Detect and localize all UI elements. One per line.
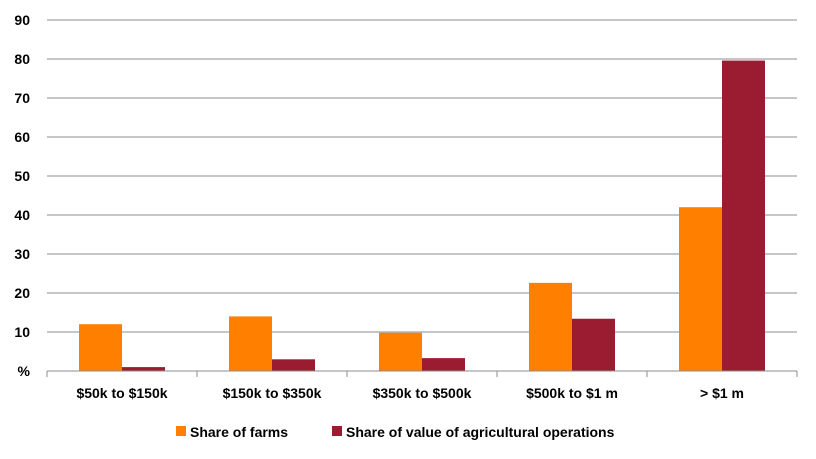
bar-series-0-cat-2 bbox=[379, 332, 422, 371]
legend-swatch-0 bbox=[176, 426, 186, 436]
y-tick-label: 10 bbox=[14, 324, 30, 340]
y-tick-label: 30 bbox=[14, 246, 30, 262]
bar-series-0-cat-1 bbox=[229, 316, 272, 371]
bar-series-0-cat-0 bbox=[79, 324, 122, 371]
y-tick-label: 90 bbox=[14, 12, 30, 28]
gridlines bbox=[47, 19, 797, 333]
y-tick-label: 40 bbox=[14, 207, 30, 223]
legend-swatch-1 bbox=[332, 426, 342, 436]
x-axis: $50k to $150k $150k to $350k $350k to $500… bbox=[46, 370, 798, 401]
bars bbox=[79, 60, 765, 372]
bar-series-0-cat-4 bbox=[679, 207, 722, 371]
y-axis-ticks: % 10 20 30 40 50 60 70 80 90 bbox=[14, 12, 30, 379]
x-tick-label: $150k to $350k bbox=[223, 385, 322, 401]
legend-label-1: Share of value of agricultural operation… bbox=[346, 424, 615, 440]
y-tick-label: 60 bbox=[14, 129, 30, 145]
legend-label-0: Share of farms bbox=[190, 424, 288, 440]
y-tick-label: 20 bbox=[14, 285, 30, 301]
y-tick-label: 70 bbox=[14, 90, 30, 106]
bar-series-1-cat-0 bbox=[122, 367, 165, 371]
y-tick-label: 50 bbox=[14, 168, 30, 184]
x-tick-label: > $1 m bbox=[700, 385, 744, 401]
bar-series-1-cat-2 bbox=[422, 358, 465, 371]
x-tick-label: $50k to $150k bbox=[76, 385, 167, 401]
x-tick-label: $350k to $500k bbox=[373, 385, 472, 401]
bar-series-1-cat-4 bbox=[722, 60, 765, 372]
bar-series-1-cat-1 bbox=[272, 359, 315, 371]
bar-series-1-cat-3 bbox=[572, 318, 615, 371]
y-tick-label: 80 bbox=[14, 51, 30, 67]
x-tick-label: $500k to $1 m bbox=[526, 385, 618, 401]
y-tick-label-0: % bbox=[18, 363, 31, 379]
legend: Share of farms Share of value of agricult… bbox=[176, 424, 615, 440]
bar-series-0-cat-3 bbox=[529, 282, 572, 371]
